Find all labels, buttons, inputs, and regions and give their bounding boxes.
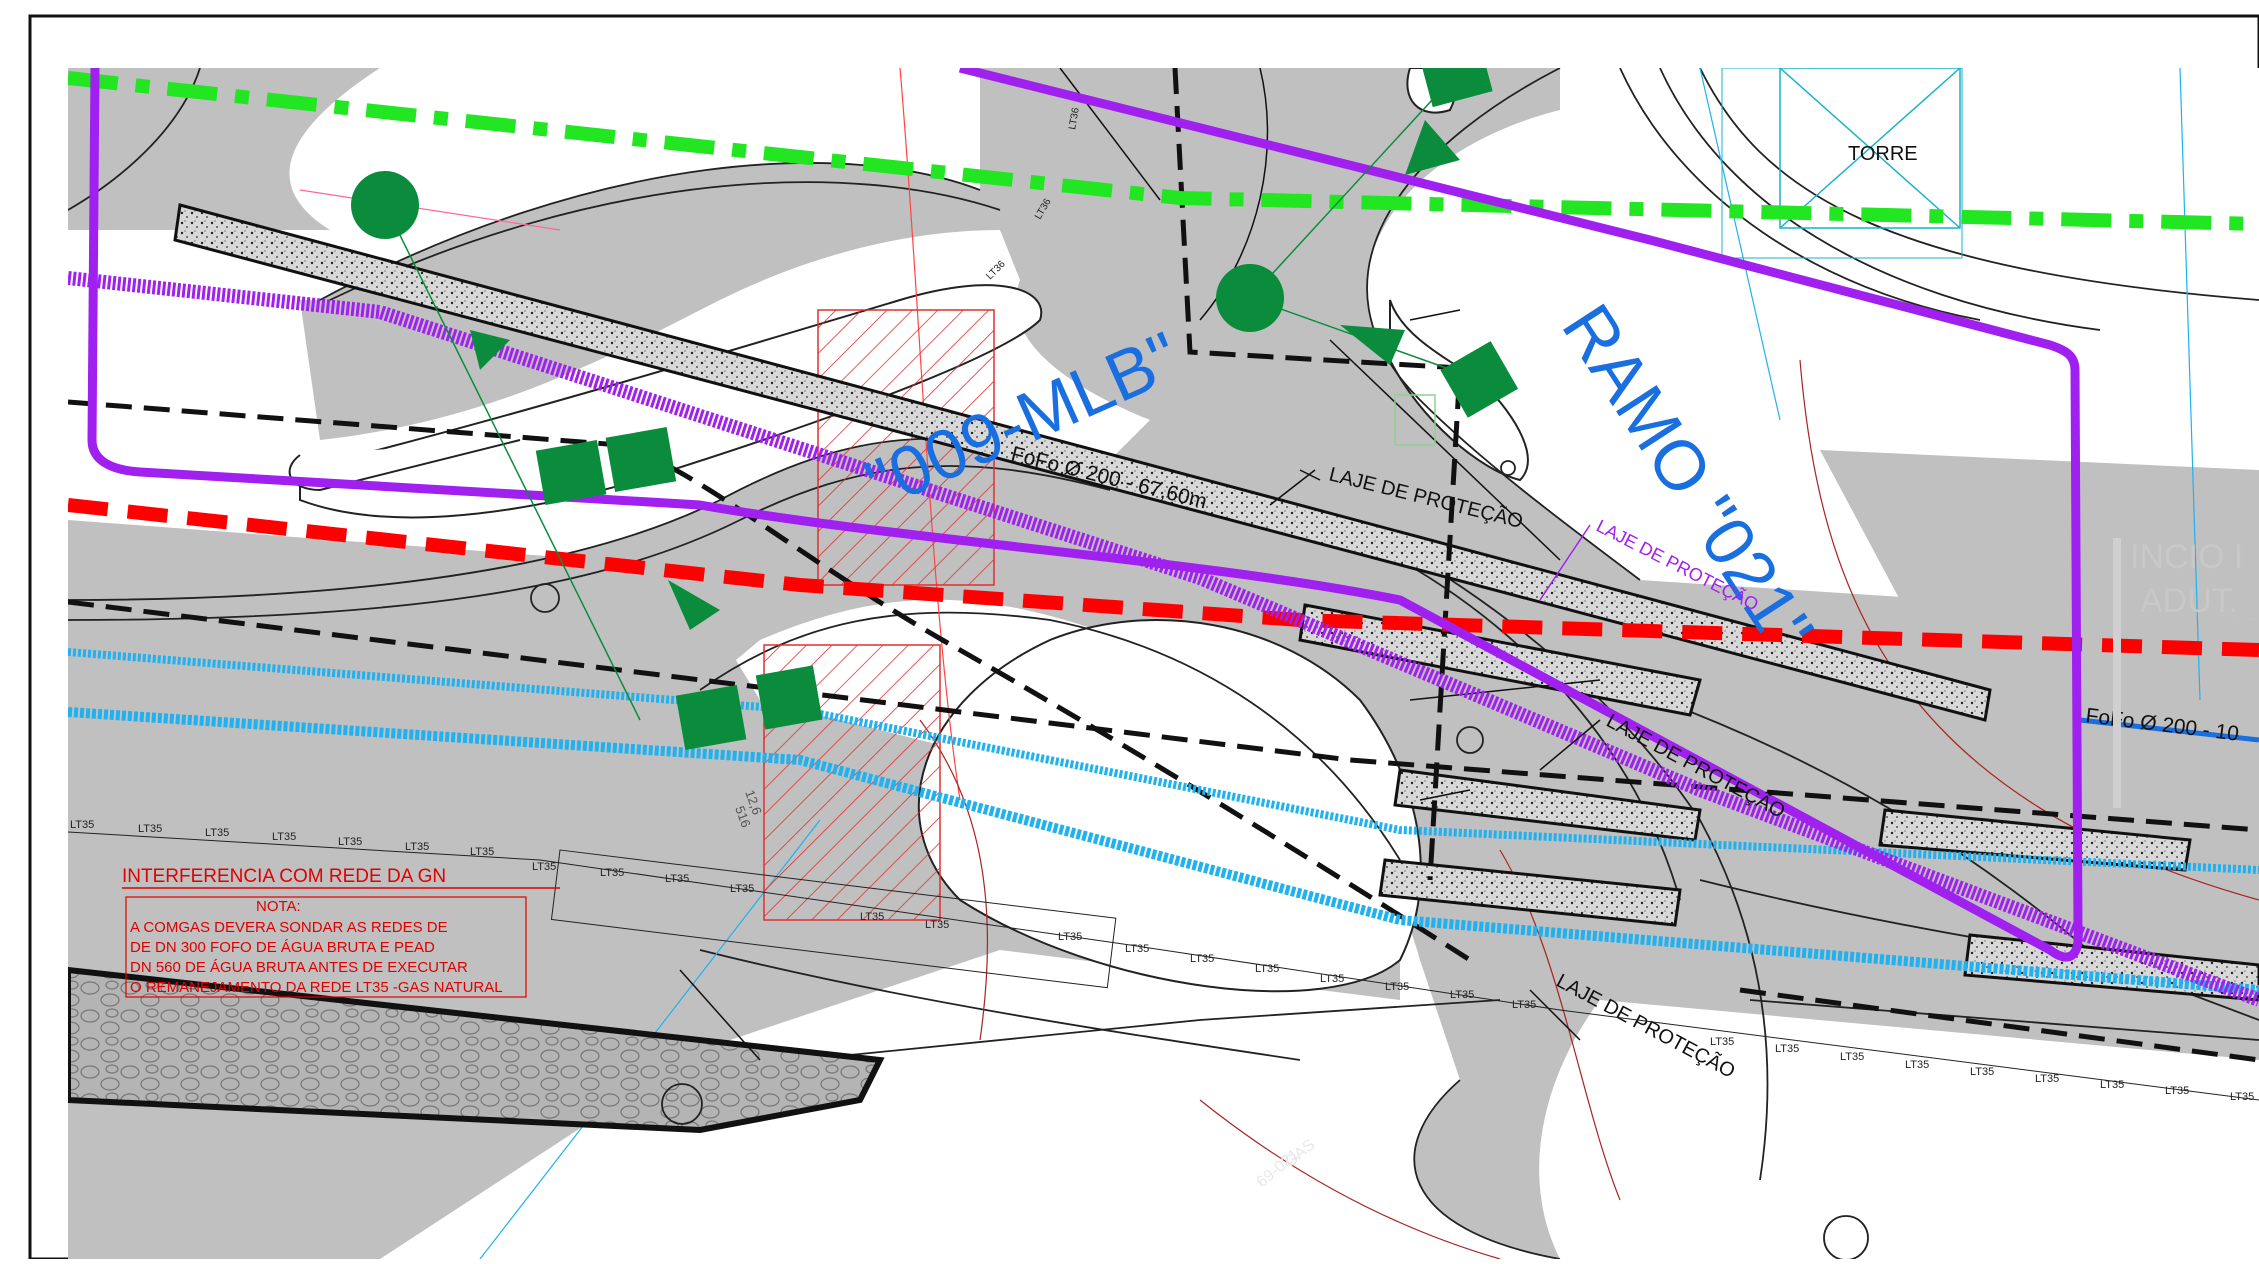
interference-note: INTERFERENCIA COM REDE DA GN NOTA: A COM…	[122, 866, 560, 998]
tower-label: TORRE	[1848, 143, 1918, 165]
svg-text:LT35: LT35	[1190, 953, 1214, 965]
stone-revetment	[68, 966, 885, 1134]
note-heading: NOTA:	[256, 898, 301, 915]
inicio-label-2: ADUT.	[2140, 582, 2238, 620]
svg-text:LT35: LT35	[1775, 1043, 1799, 1055]
svg-text:LT35: LT35	[1710, 1036, 1734, 1048]
svg-text:LT35: LT35	[860, 911, 884, 923]
svg-text:LT35: LT35	[205, 827, 229, 839]
interference-title: INTERFERENCIA COM REDE DA GN	[122, 866, 446, 887]
svg-text:LT35: LT35	[665, 873, 689, 885]
green-utility-line	[68, 71, 2259, 231]
protection-slabs	[173, 203, 2259, 1002]
svg-text:LT35: LT35	[2035, 1073, 2059, 1085]
manholes	[530, 460, 1869, 1259]
lt35-line	[68, 831, 2259, 1101]
node-links	[384, 73, 1481, 721]
svg-text:LT35: LT35	[405, 841, 429, 853]
inicio-label-1: INCIO I	[2130, 538, 2243, 576]
note-line-2: DE DN 300 FOFO DE ÁGUA BRUTA E PEAD	[130, 939, 435, 956]
svg-text:LT35: LT35	[2165, 1085, 2189, 1097]
purple-pipeline	[68, 271, 2259, 1007]
svg-text:LT35: LT35	[70, 819, 94, 831]
svg-text:LT36: LT36	[1067, 106, 1082, 130]
svg-text:LT35: LT35	[470, 846, 494, 858]
svg-text:LT35: LT35	[532, 861, 556, 873]
svg-text:LT35: LT35	[925, 919, 949, 931]
svg-text:LT35: LT35	[1970, 1066, 1994, 1078]
note-line-1: A COMGAS DEVERA SONDAR AS REDES DE	[130, 919, 448, 936]
svg-text:LT35: LT35	[272, 831, 296, 843]
note-box	[125, 896, 527, 998]
red-utility-line	[68, 498, 2259, 657]
svg-text:LT35: LT35	[1840, 1051, 1864, 1063]
note-line-3: DN 560 DE ÁGUA BRUTA ANTES DE EXECUTAR	[130, 959, 468, 976]
svg-text:LT35: LT35	[1058, 931, 1082, 943]
tower-structure	[1721, 68, 1963, 259]
svg-text:LT35: LT35	[1255, 963, 1279, 975]
svg-text:LT35: LT35	[1320, 973, 1344, 985]
blue-utility-lines	[68, 648, 2259, 995]
note-line-4: O REMANEJAMENTO DA REDE LT35 -GAS NATURA…	[130, 979, 503, 996]
dim-label-2: 516	[732, 804, 754, 830]
project-boundary	[87, 68, 2083, 962]
inicio-marker	[2113, 538, 2121, 808]
svg-text:LT35: LT35	[138, 823, 162, 835]
svg-text:LT35: LT35	[338, 836, 362, 848]
thin-lines	[679, 68, 1601, 1061]
svg-text:LT35: LT35	[1905, 1059, 1929, 1071]
svg-text:LT35: LT35	[1125, 943, 1149, 955]
svg-text:LT35: LT35	[2230, 1091, 2254, 1103]
bottom-right-area	[1539, 1000, 2259, 1259]
